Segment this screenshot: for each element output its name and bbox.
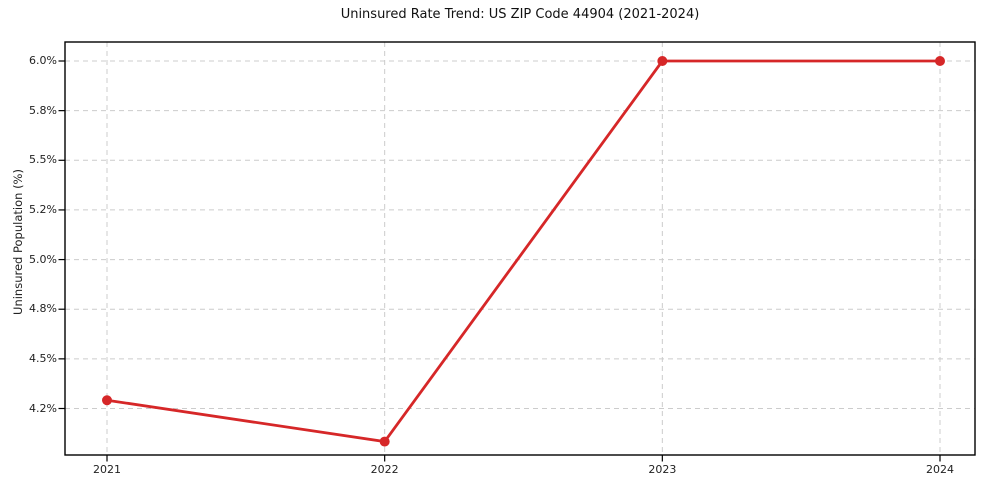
y-tick-label: 5.8% — [29, 103, 57, 117]
x-tick-label: 2024 — [926, 463, 954, 476]
y-tick-label: 6.0% — [29, 54, 57, 67]
y-tick-label: 5.5% — [29, 153, 57, 167]
y-tick-label: 4.2% — [29, 401, 57, 415]
trend-line — [105, 59, 942, 443]
y-tick-label: 4.8% — [29, 302, 57, 316]
axes-frame — [58, 41, 976, 462]
x-tick-label: 2021 — [93, 463, 121, 476]
gridlines — [65, 42, 975, 455]
x-tick-label: 2023 — [648, 463, 677, 476]
data-point-marker — [935, 56, 946, 66]
chart-title: Uninsured Rate Trend: US ZIP Code 44904 … — [340, 7, 700, 22]
y-tick-label: 4.5% — [29, 351, 57, 365]
plot-frame — [64, 41, 976, 456]
trend-line-series — [102, 56, 946, 447]
x-tick-label: 2022 — [370, 463, 399, 476]
data-point-marker — [379, 436, 390, 447]
data-point-marker — [102, 395, 112, 406]
data-point-marker — [657, 56, 668, 66]
y-tick-label: 5.0% — [29, 252, 57, 266]
y-tick-label: 5.2% — [29, 202, 57, 216]
